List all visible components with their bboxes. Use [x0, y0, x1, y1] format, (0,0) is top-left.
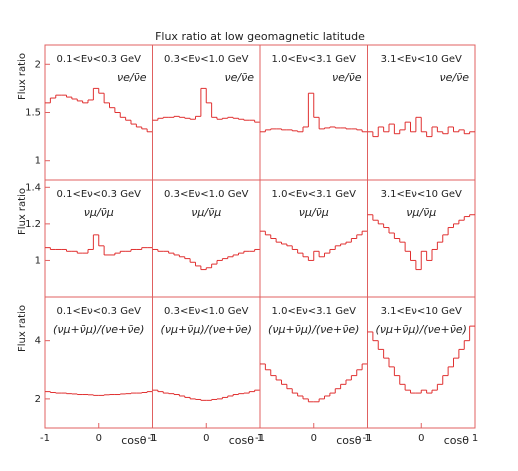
ratio-label: νe/ν̄e: [117, 71, 147, 84]
ratio-label: νμ/ν̄μ: [299, 206, 329, 219]
ratio-label: (νμ+ν̄μ)/(νe+ν̄e): [53, 323, 144, 336]
y-tick-label: 1.2: [25, 219, 41, 230]
histogram-step: [264, 231, 363, 261]
energy-range: 0.3<Eν<1.0 GeV: [164, 189, 249, 200]
ratio-label: νμ/ν̄μ: [84, 206, 114, 219]
y-tick-label: 1: [35, 156, 41, 167]
x-axis-label: cosθ: [121, 434, 147, 447]
x-tick-label: -1: [255, 433, 265, 444]
ratio-label: νμ/ν̄μ: [406, 206, 436, 219]
x-tick-label: 0: [96, 433, 102, 444]
x-tick-label: 0: [418, 433, 424, 444]
ratio-label: (νμ+ν̄μ)/(νe+ν̄e): [161, 323, 252, 336]
energy-range: 0.3<Eν<1.0 GeV: [164, 306, 249, 317]
y-tick-label: 4: [35, 336, 41, 347]
y-axis-label: Flux ratio: [17, 188, 28, 235]
energy-range: 1.0<Eν<3.1 GeV: [272, 306, 357, 317]
histogram-step: [264, 363, 363, 402]
energy-range: 0.1<Eν<0.3 GeV: [57, 54, 142, 65]
ratio-label: νe/ν̄e: [439, 71, 469, 84]
x-tick-label: 1: [149, 433, 155, 444]
energy-range: 3.1<Eν<10 GeV: [381, 54, 462, 65]
x-axis-label: cosθ: [444, 434, 470, 447]
x-tick-label: 0: [311, 433, 317, 444]
panel-frame: [152, 44, 261, 181]
x-tick-label: 1: [257, 433, 263, 444]
histogram-step: [157, 390, 256, 401]
ratio-label: νe/ν̄e: [224, 71, 254, 84]
y-tick-label: 2: [35, 59, 41, 70]
histogram-step: [49, 234, 143, 255]
energy-range: 1.0<Eν<3.1 GeV: [272, 189, 357, 200]
y-tick-label: 1: [35, 255, 41, 266]
histogram-step: [157, 249, 256, 270]
x-axis-label: cosθ: [229, 434, 255, 447]
histogram-step: [372, 117, 471, 137]
y-tick-label: 1.4: [25, 182, 41, 193]
ratio-label: νe/ν̄e: [332, 71, 362, 84]
ratio-label: (νμ+ν̄μ)/(νe+ν̄e): [376, 323, 467, 336]
x-axis-label: cosθ: [336, 434, 362, 447]
x-tick-label: 1: [472, 433, 478, 444]
histogram-step: [264, 93, 363, 132]
histogram-step: [372, 214, 471, 270]
panel-frame: [367, 44, 476, 181]
panel-frame: [44, 44, 153, 181]
energy-range: 3.1<Eν<10 GeV: [381, 306, 462, 317]
energy-range: 0.3<Eν<1.0 GeV: [164, 54, 249, 65]
x-tick-label: 1: [364, 433, 370, 444]
energy-range: 3.1<Eν<10 GeV: [381, 189, 462, 200]
x-tick-label: 0: [203, 433, 209, 444]
y-axis-label: Flux ratio: [17, 53, 28, 100]
x-tick-label: -1: [40, 433, 50, 444]
x-tick-label: -1: [363, 433, 373, 444]
ratio-label: (νμ+ν̄μ)/(νe+ν̄e): [268, 323, 359, 336]
x-tick-label: -1: [148, 433, 158, 444]
energy-range: 1.0<Eν<3.1 GeV: [272, 54, 357, 65]
energy-range: 0.1<Eν<0.3 GeV: [57, 306, 142, 317]
ratio-label: νμ/ν̄μ: [191, 206, 221, 219]
histogram-step: [372, 326, 471, 394]
y-tick-label: 2: [35, 394, 41, 405]
energy-range: 0.1<Eν<0.3 GeV: [57, 189, 142, 200]
y-tick-label: 1.5: [25, 108, 41, 119]
chart-title: Flux ratio at low geomagnetic latitude: [155, 30, 365, 43]
y-axis-label: Flux ratio: [17, 305, 28, 352]
